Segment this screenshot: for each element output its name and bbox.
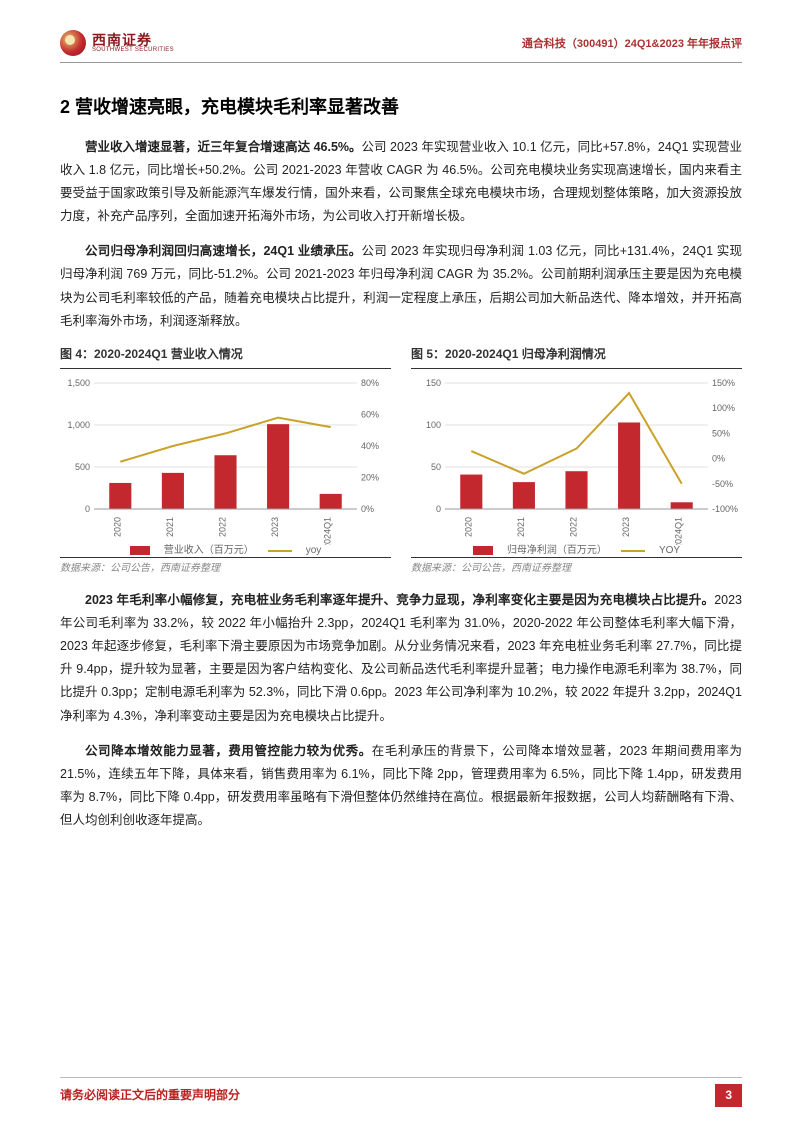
svg-text:2024Q1: 2024Q1 (323, 517, 333, 545)
chart-5-legend: 归母净利润（百万元） YOY (411, 543, 742, 559)
footer-disclaimer: 请务必阅读正文后的重要声明部分 (60, 1086, 240, 1105)
para-2: 公司归母净利润回归高速增长，24Q1 业绩承压。公司 2023 年实现归母净利润… (60, 240, 742, 333)
legend-line-icon (621, 550, 645, 552)
para-1: 营业收入增速显著，近三年复合增速高达 46.5%。公司 2023 年实现营业收入… (60, 136, 742, 229)
para-3-lead: 2023 年毛利率小幅修复，充电桩业务毛利率逐年提升、竞争力显现，净利率变化主要… (85, 593, 714, 607)
chart-4-legend-bar: 营业收入（百万元） (164, 543, 254, 559)
svg-text:500: 500 (75, 462, 90, 472)
chart-5-source: 数据来源：公司公告，西南证券整理 (411, 561, 742, 577)
svg-text:50%: 50% (712, 428, 730, 438)
svg-text:-50%: -50% (712, 479, 733, 489)
svg-text:1,000: 1,000 (67, 420, 90, 430)
para-1-lead: 营业收入增速显著，近三年复合增速高达 46.5%。 (85, 140, 362, 154)
svg-text:2024Q1: 2024Q1 (674, 517, 684, 545)
chart-5-svg: 0 50 100 150 -100% -50% 0% 50% 100% 150% 2020 2021 2… (411, 377, 742, 545)
svg-text:2022: 2022 (218, 517, 228, 537)
logo-icon (60, 30, 86, 56)
svg-text:0: 0 (85, 504, 90, 514)
chart-4-area: 0 500 1,000 1,500 0% 20% 40% 60% 80% 2020 2021 2022… (60, 368, 391, 558)
chart-4-block: 图 4：2020-2024Q1 营业收入情况 0 500 1,000 1,500 0% 2… (60, 345, 391, 577)
charts-row: 图 4：2020-2024Q1 营业收入情况 05001,0001,5000%2… (60, 345, 742, 577)
svg-text:100%: 100% (712, 403, 735, 413)
page-number: 3 (715, 1084, 742, 1107)
svg-text:2022: 2022 (569, 517, 579, 537)
svg-text:2023: 2023 (270, 517, 280, 537)
legend-line-icon (268, 550, 292, 552)
chart-5-area: 0 50 100 150 -100% -50% 0% 50% 100% 150% 2020 2021 2… (411, 368, 742, 558)
chart-5-block: 图 5：2020-2024Q1 归母净利润情况 0 50 100 150 -100% -5… (411, 345, 742, 577)
logo-en: SOUTHWEST SECURITIES (92, 47, 174, 53)
header-subtitle: 通合科技（300491）24Q1&2023 年年报点评 (522, 30, 742, 54)
chart-4-svg: 0 500 1,000 1,500 0% 20% 40% 60% 80% 2020 2021 2022… (60, 377, 391, 545)
svg-text:150: 150 (426, 378, 441, 388)
legend-bar-icon (473, 546, 493, 555)
para-2-lead: 公司归母净利润回归高速增长，24Q1 业绩承压。 (85, 244, 362, 258)
chart-4-title: 图 4：2020-2024Q1 营业收入情况 (60, 345, 391, 364)
logo-cn: 西南证券 (92, 33, 174, 48)
chart-5-title: 图 5：2020-2024Q1 归母净利润情况 (411, 345, 742, 364)
svg-text:2021: 2021 (516, 517, 526, 537)
page-header: 西南证券 SOUTHWEST SECURITIES 通合科技（300491）24… (60, 30, 742, 63)
legend-bar-icon (130, 546, 150, 555)
svg-text:1,500: 1,500 (67, 378, 90, 388)
para-3: 2023 年毛利率小幅修复，充电桩业务毛利率逐年提升、竞争力显现，净利率变化主要… (60, 589, 742, 728)
para-3-body: 2023 年公司毛利率为 33.2%，较 2022 年小幅抬升 2.3pp，20… (60, 593, 742, 723)
para-4-lead: 公司降本增效能力显著，费用管控能力较为优秀。 (85, 744, 372, 758)
svg-text:80%: 80% (361, 378, 379, 388)
svg-text:-100%: -100% (712, 504, 738, 514)
svg-text:2020: 2020 (112, 517, 122, 537)
chart-5-legend-bar: 归母净利润（百万元） (507, 543, 607, 559)
chart-4-legend: 营业收入（百万元） yoy (60, 543, 391, 559)
logo-block: 西南证券 SOUTHWEST SECURITIES (60, 30, 174, 56)
section-title: 2 营收增速亮眼，充电模块毛利率显著改善 (60, 93, 742, 122)
svg-text:2023: 2023 (621, 517, 631, 537)
chart-4-legend-line: yoy (306, 543, 322, 559)
svg-text:0%: 0% (712, 454, 725, 464)
svg-text:50: 50 (431, 462, 441, 472)
svg-text:40%: 40% (361, 441, 379, 451)
svg-text:2020: 2020 (463, 517, 473, 537)
svg-text:150%: 150% (712, 378, 735, 388)
svg-text:60%: 60% (361, 409, 379, 419)
svg-text:100: 100 (426, 420, 441, 430)
svg-text:0%: 0% (361, 504, 374, 514)
svg-text:0: 0 (436, 504, 441, 514)
chart-5-legend-line: YOY (659, 543, 680, 559)
para-4: 公司降本增效能力显著，费用管控能力较为优秀。在毛利承压的背景下，公司降本增效显著… (60, 740, 742, 833)
svg-text:20%: 20% (361, 472, 379, 482)
chart-4-source: 数据来源：公司公告，西南证券整理 (60, 561, 391, 577)
page-footer: 请务必阅读正文后的重要声明部分 3 (60, 1077, 742, 1107)
svg-text:2021: 2021 (165, 517, 175, 537)
